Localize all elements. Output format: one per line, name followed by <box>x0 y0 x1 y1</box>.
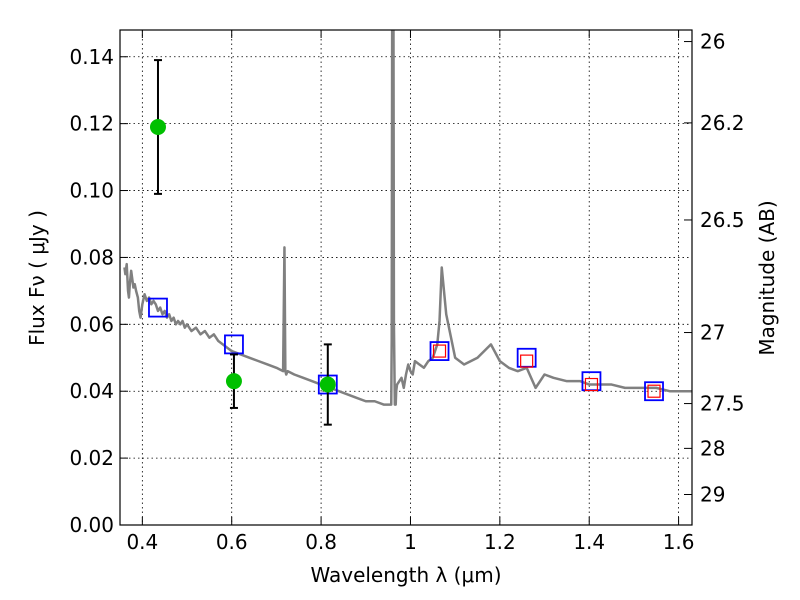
y-axis-label: Flux Fν ( μJy ) <box>25 210 49 346</box>
observed-flux-point <box>225 373 242 390</box>
observed-nir-square <box>432 344 447 358</box>
x-tick-label: 1.4 <box>573 530 605 554</box>
model-spectrum-line <box>123 30 692 406</box>
y-tick-label: 0.04 <box>69 379 114 403</box>
y2-tick-label: 29 <box>700 482 725 506</box>
y-tick-label: 0.14 <box>69 45 114 69</box>
x-tick-label: 0.4 <box>126 530 158 554</box>
plot-frame <box>119 29 693 526</box>
model-flux-square <box>148 297 168 318</box>
model-flux-square <box>224 334 244 355</box>
x-tick-label: 1.6 <box>663 530 695 554</box>
y-tick-label: 0.00 <box>69 513 114 537</box>
y2-tick-label: 28 <box>700 436 725 460</box>
y2-tick-label: 26.2 <box>700 111 745 135</box>
y-tick-label: 0.08 <box>69 245 114 269</box>
axis-ticks: 0.4 0.6 0.8 1 1.2 1.4 1.6 0.00 0.02 0.04 0.06 0.08 0… <box>69 30 744 554</box>
y2-tick-label: 27 <box>700 321 725 345</box>
observed-nir-square <box>520 354 534 368</box>
observed-nir-square <box>647 384 661 398</box>
grid <box>120 30 692 526</box>
y-tick-label: 0.02 <box>69 446 114 470</box>
x-tick-label: 1 <box>404 530 417 554</box>
y-tick-label: 0.12 <box>69 112 114 136</box>
y-tick-label: 0.10 <box>69 179 114 203</box>
y2-tick-label: 26.5 <box>700 208 745 232</box>
model-flux-square <box>644 381 664 402</box>
x-tick-label: 1.2 <box>484 530 516 554</box>
model-flux-square <box>429 341 450 361</box>
plot-area <box>123 30 692 426</box>
y2-axis-label: Magnitude (AB) <box>755 200 779 355</box>
x-tick-label: 0.8 <box>305 530 337 554</box>
observed-nir-square <box>584 377 599 392</box>
y2-tick-label: 26 <box>700 30 725 54</box>
x-tick-label: 0.6 <box>216 530 248 554</box>
observed-flux-point <box>149 118 166 135</box>
series-group <box>123 30 692 426</box>
x-axis-label: Wavelength λ (μm) <box>310 563 501 587</box>
y-tick-label: 0.06 <box>69 312 114 336</box>
y2-tick-label: 27.5 <box>700 392 745 416</box>
observed-flux-point <box>319 376 336 393</box>
